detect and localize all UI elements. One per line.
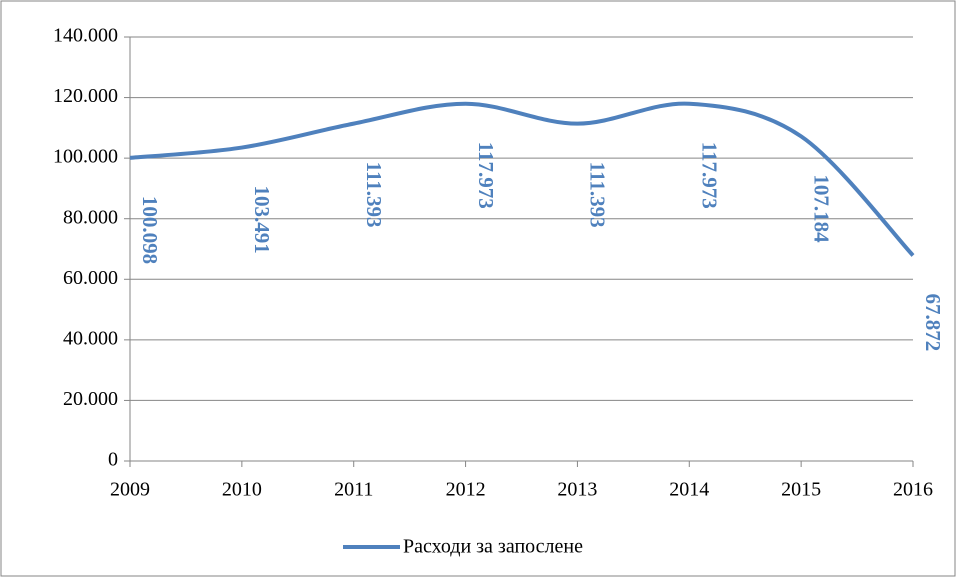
- y-tick-label: 20.000: [63, 388, 118, 410]
- x-tick-label: 2016: [893, 479, 933, 501]
- x-tick-label: 2013: [557, 479, 597, 501]
- data-label: 100.098: [138, 196, 162, 264]
- y-tick-label: 0: [108, 449, 118, 471]
- y-tick-label: 120.000: [53, 85, 118, 107]
- data-label: 117.973: [474, 142, 498, 209]
- x-tick-label: 2011: [334, 479, 373, 501]
- y-tick-label: 100.000: [53, 146, 118, 168]
- y-tick-label: 60.000: [63, 267, 118, 289]
- data-label: 111.393: [362, 162, 386, 228]
- x-tick-label: 2012: [446, 479, 486, 501]
- x-tick-label: 2010: [222, 479, 262, 501]
- x-tick-label: 2014: [669, 479, 709, 501]
- y-tick-label: 140.000: [53, 25, 118, 47]
- x-tick-label: 2015: [781, 479, 821, 501]
- data-label: 117.973: [697, 142, 721, 209]
- y-tick-label: 40.000: [63, 327, 118, 349]
- line: [129, 101, 915, 257]
- y-tick-label: 80.000: [63, 206, 118, 228]
- data-label: 103.491: [250, 186, 274, 254]
- x-tick-label: 2009: [110, 479, 150, 501]
- data-label: 107.184: [809, 174, 833, 243]
- data-label: 67.872: [921, 293, 945, 351]
- data-label: 111.393: [586, 162, 610, 228]
- legend-label: Расходи за запослене: [403, 536, 583, 558]
